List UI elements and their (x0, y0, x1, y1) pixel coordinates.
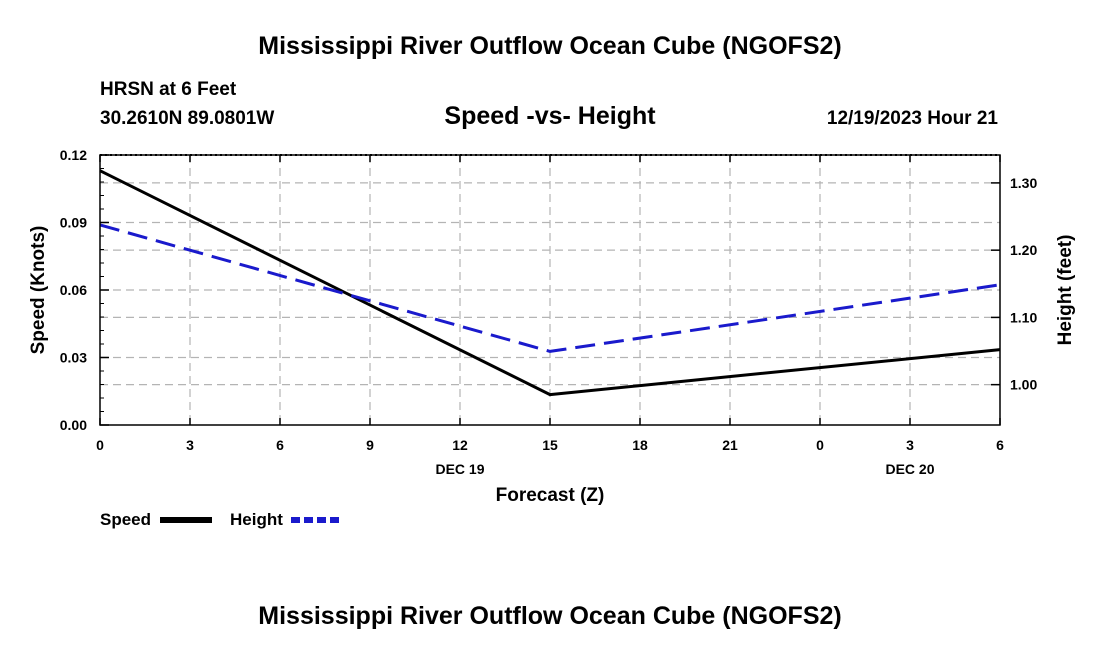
series-lines (99, 169, 1001, 397)
legend-label-speed: Speed (100, 510, 151, 529)
y-tick-label: 0.03 (60, 350, 87, 366)
x-date-label: DEC 20 (885, 461, 934, 477)
x-tick-label: 9 (366, 437, 374, 453)
forecast-datetime: 12/19/2023 Hour 21 (827, 108, 999, 129)
station-coordinates: 30.2610N 89.0801W (100, 108, 274, 129)
x-tick-label: 0 (96, 437, 104, 453)
chart-subtitle: Speed -vs- Height (444, 102, 656, 130)
y2-tick-label: 1.10 (1010, 309, 1037, 325)
x-axis-label: Forecast (Z) (496, 485, 605, 506)
footer-title: Mississippi River Outflow Ocean Cube (NG… (258, 602, 841, 630)
x-tick-label: 21 (722, 437, 738, 453)
legend: Speed Height (100, 510, 343, 529)
x-tick-label: 0 (816, 437, 824, 453)
series-line-speed (99, 169, 1001, 397)
x-date-label: DEC 19 (435, 461, 484, 477)
x-tick-label: 3 (906, 437, 914, 453)
y2-tick-label: 1.30 (1010, 175, 1037, 191)
series-line-height (99, 223, 1001, 353)
y2-tick-label: 1.00 (1010, 377, 1037, 393)
x-tick-label: 12 (452, 437, 468, 453)
axis-ticks: 0 3 6 9 12 15 18 21 0 3 6 DEC 19 DEC 20 0.00 0.03 0.06 0… (60, 147, 1038, 477)
y-tick-label: 0.12 (60, 147, 87, 163)
y-axis-label: Speed (Knots) (28, 226, 49, 355)
x-tick-label: 15 (542, 437, 558, 453)
y2-tick-label: 1.20 (1010, 242, 1037, 258)
grid-lines (100, 154, 1000, 425)
y2-axis-label: Height (feet) (1055, 235, 1076, 346)
x-tick-label: 3 (186, 437, 194, 453)
y-tick-label: 0.06 (60, 282, 87, 298)
legend-label-height: Height (230, 510, 283, 529)
x-tick-label: 6 (276, 437, 284, 453)
y-tick-label: 0.00 (60, 417, 87, 433)
y-tick-label: 0.09 (60, 215, 87, 231)
station-label: HRSN at 6 Feet (100, 79, 237, 100)
chart-main-title: Mississippi River Outflow Ocean Cube (NG… (258, 32, 841, 60)
x-tick-label: 18 (632, 437, 648, 453)
x-tick-label: 6 (996, 437, 1004, 453)
